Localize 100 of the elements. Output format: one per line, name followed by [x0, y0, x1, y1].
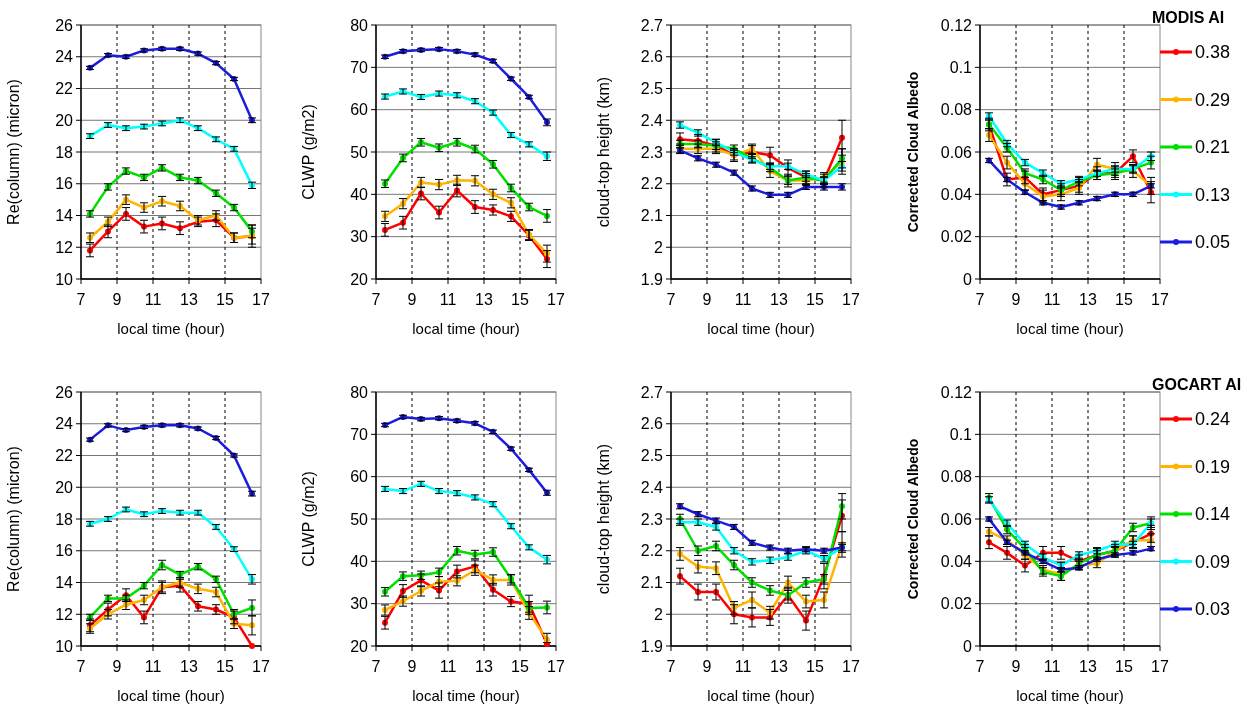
x-tick-label: 17	[1151, 658, 1169, 675]
y-tick-label: 12	[55, 605, 74, 623]
x-tick-label: 15	[216, 658, 234, 675]
legend-title: MODIS AI	[1152, 9, 1225, 26]
y-tick-label: 40	[350, 185, 369, 203]
y-axis-title: Re(column) (micron)	[5, 446, 22, 592]
x-tick-label: 11	[734, 658, 752, 675]
x-tick-label: 15	[1115, 658, 1133, 675]
x-axis-title: local time (hour)	[707, 320, 815, 337]
x-tick-label: 9	[407, 291, 417, 308]
x-tick-label: 11	[439, 291, 457, 308]
y-tick-label: 0.08	[940, 468, 973, 486]
y-tick-label: 2	[654, 238, 664, 256]
y-tick-label: 20	[55, 111, 74, 129]
x-tick-label: 17	[842, 658, 860, 675]
x-tick-label: 17	[547, 291, 565, 308]
y-tick-label: 14	[55, 574, 74, 592]
x-tick-label: 9	[1011, 291, 1021, 308]
y-tick-label: 2.1	[640, 574, 664, 592]
x-tick-label: 7	[666, 291, 676, 308]
y-tick-label: 30	[350, 228, 369, 246]
x-tick-label: 13	[770, 658, 788, 675]
x-tick-label: 11	[439, 658, 457, 675]
x-tick-label: 13	[475, 658, 493, 675]
x-tick-label: 13	[475, 291, 493, 308]
y-tick-label: 0.04	[940, 552, 973, 570]
x-tick-label: 9	[407, 658, 417, 675]
y-tick-label: 40	[350, 552, 369, 570]
y-tick-label: 70	[350, 58, 369, 76]
x-tick-label: 7	[76, 291, 86, 308]
y-tick-label: 0.06	[940, 143, 973, 161]
y-tick-label: 0.12	[940, 16, 973, 34]
y-tick-label: 1.9	[640, 270, 664, 288]
legend-label: 0.03	[1195, 599, 1231, 620]
x-tick-label: 9	[112, 658, 122, 675]
x-axis-title: local time (hour)	[117, 320, 225, 337]
y-axis-title: Corrected Cloud Albedo	[905, 71, 921, 233]
y-tick-label: 20	[350, 637, 369, 655]
y-tick-label: 22	[55, 447, 74, 465]
x-tick-label: 7	[371, 658, 381, 675]
y-tick-label: 20	[55, 478, 74, 496]
x-tick-label: 15	[216, 291, 234, 308]
x-tick-label: 11	[1043, 658, 1061, 675]
y-tick-label: 60	[350, 101, 369, 119]
x-axis-title: local time (hour)	[117, 687, 225, 704]
y-tick-label: 22	[55, 80, 74, 98]
y-tick-label: 10	[55, 637, 74, 655]
x-tick-label: 9	[702, 658, 712, 675]
y-tick-label: 0	[963, 637, 973, 655]
legend-label: 0.29	[1195, 89, 1231, 110]
y-tick-label: 70	[350, 425, 369, 443]
y-tick-label: 10	[55, 270, 74, 288]
x-axis-title: local time (hour)	[1016, 320, 1124, 337]
y-tick-label: 0.06	[940, 510, 973, 528]
x-tick-label: 9	[1011, 658, 1021, 675]
x-tick-label: 15	[1115, 291, 1133, 308]
y-tick-label: 60	[350, 468, 369, 486]
y-tick-label: 0.02	[940, 228, 973, 246]
y-axis-title: Re(column) (micron)	[5, 79, 22, 225]
y-axis-title: CLWP (g/m2)	[300, 104, 317, 200]
y-tick-label: 2.7	[640, 383, 664, 401]
y-tick-label: 0.08	[940, 101, 973, 119]
y-tick-label: 50	[350, 510, 369, 528]
y-tick-label: 2.4	[640, 478, 664, 496]
x-tick-label: 17	[252, 658, 270, 675]
y-tick-label: 16	[55, 175, 74, 193]
x-tick-label: 11	[144, 291, 162, 308]
x-tick-label: 17	[252, 291, 270, 308]
x-tick-label: 15	[806, 658, 824, 675]
x-tick-label: 7	[975, 291, 985, 308]
y-tick-label: 50	[350, 143, 369, 161]
legend-label: 0.14	[1195, 504, 1231, 525]
y-tick-label: 0.1	[949, 425, 973, 443]
y-tick-label: 2.4	[640, 111, 664, 129]
x-tick-label: 13	[180, 291, 198, 308]
x-axis-title: local time (hour)	[412, 687, 520, 704]
y-tick-label: 2.6	[640, 415, 664, 433]
y-tick-label: 2	[654, 605, 664, 623]
y-tick-label: 0.04	[940, 185, 973, 203]
y-axis-title: CLWP (g/m2)	[300, 471, 317, 567]
y-tick-label: 80	[350, 16, 369, 34]
y-tick-label: 2.2	[640, 542, 664, 560]
y-tick-label: 30	[350, 595, 369, 613]
y-tick-label: 20	[350, 270, 369, 288]
x-tick-label: 13	[770, 291, 788, 308]
legend-title: GOCART AI	[1152, 376, 1242, 393]
x-tick-label: 17	[547, 658, 565, 675]
y-tick-label: 0.1	[949, 58, 973, 76]
legend-label: 0.38	[1195, 42, 1231, 63]
x-tick-label: 17	[1151, 291, 1169, 308]
y-tick-label: 2.2	[640, 175, 664, 193]
y-tick-label: 2.3	[640, 510, 664, 528]
x-tick-label: 11	[734, 291, 752, 308]
x-tick-label: 13	[1079, 658, 1097, 675]
x-tick-label: 15	[806, 291, 824, 308]
x-tick-label: 7	[666, 658, 676, 675]
y-tick-label: 12	[55, 238, 74, 256]
x-tick-label: 7	[975, 658, 985, 675]
y-tick-label: 2.7	[640, 16, 664, 34]
legend-label: 0.05	[1195, 232, 1231, 253]
